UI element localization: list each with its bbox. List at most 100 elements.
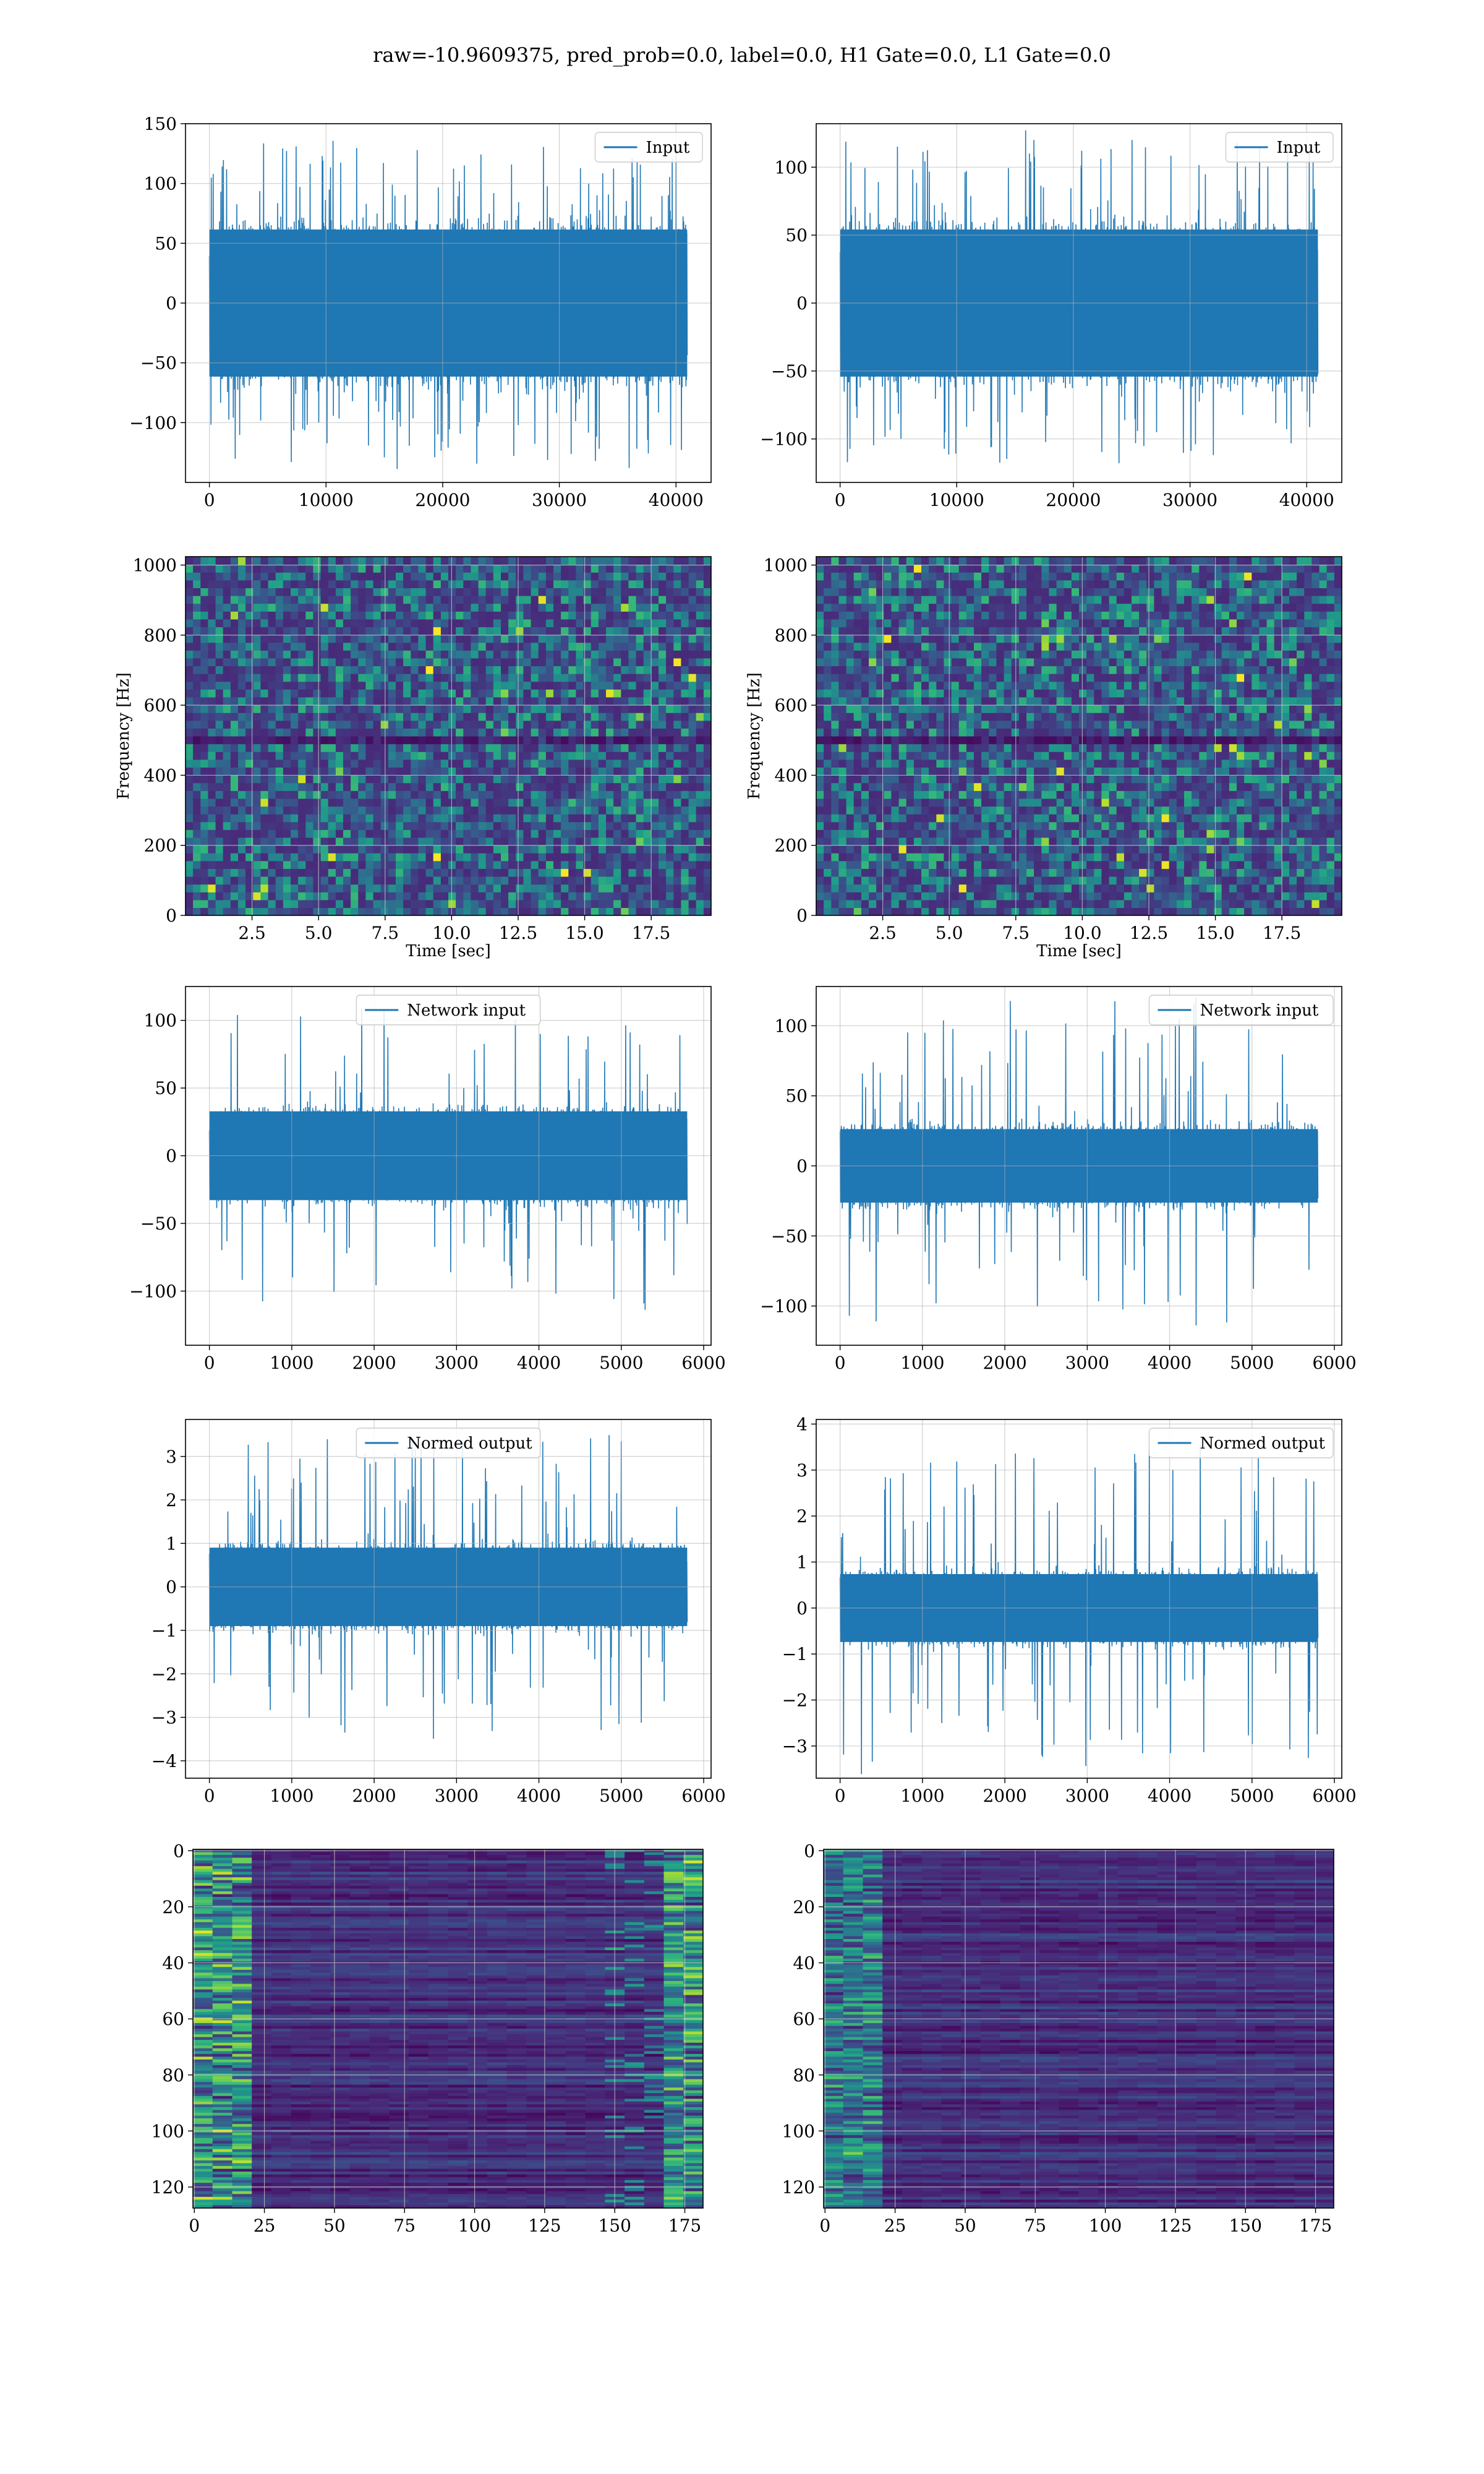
- heatmap-cell: [215, 557, 224, 565]
- heatmap-cell: [1041, 642, 1049, 651]
- heatmap-cell: [891, 782, 900, 791]
- heatmap-cell: [944, 720, 952, 729]
- heatmap-cell: [884, 860, 892, 869]
- x-axis: 2.5 5.0 7.5 10.0 12.5 15.0 17.5: [238, 915, 670, 943]
- heatmap-cell: [425, 627, 434, 635]
- heatmap-cell: [523, 713, 532, 721]
- heatmap-cell: [320, 713, 329, 721]
- heatmap-cell: [508, 603, 516, 612]
- heatmap-cell: [636, 588, 644, 596]
- heatmap-cell: [936, 657, 944, 667]
- heatmap-cell: [884, 564, 892, 573]
- heatmap-cell: [929, 557, 937, 565]
- heatmap-cell: [373, 821, 382, 830]
- heatmap-cell: [613, 603, 621, 612]
- heatmap-cell: [1026, 829, 1034, 838]
- heatmap-cell: [418, 860, 427, 869]
- heatmap-cell: [688, 853, 697, 862]
- heatmap-cell: [673, 618, 681, 628]
- heatmap-cell: [824, 743, 832, 752]
- heatmap-cell: [1071, 743, 1080, 752]
- heatmap-cell: [208, 751, 216, 760]
- heatmap-cell: [1079, 829, 1087, 838]
- heatmap-cell: [1026, 635, 1034, 643]
- heatmap-cell: [703, 814, 711, 823]
- heatmap-cell: [508, 642, 516, 651]
- heatmap-cell: [936, 588, 944, 596]
- heatmap-cell: [703, 767, 711, 776]
- heatmap-cell: [621, 564, 629, 573]
- heatmap-cell: [411, 713, 419, 721]
- heatmap-cell: [1064, 642, 1072, 651]
- heatmap-cell: [215, 837, 224, 846]
- heatmap-cell: [388, 627, 396, 635]
- heatmap-cell: [508, 596, 516, 604]
- heatmap-cell: [223, 689, 231, 698]
- heatmap-cell: [703, 751, 711, 760]
- heatmap-cell: [305, 759, 313, 768]
- heatmap-cell: [230, 635, 239, 643]
- heatmap-cell: [561, 557, 569, 565]
- heatmap-cell: [891, 657, 900, 667]
- heatmap-cell: [186, 876, 194, 885]
- heatmap-cell: [373, 588, 382, 596]
- heatmap-cell: [1011, 635, 1020, 643]
- heatmap-cell: [561, 704, 569, 713]
- heatmap-cell: [673, 681, 681, 690]
- heatmap-cell: [666, 728, 674, 737]
- heatmap-cell: [238, 611, 246, 620]
- heatmap-cell: [936, 845, 944, 854]
- heatmap-cell: [523, 689, 532, 698]
- heatmap-cell: [831, 603, 839, 612]
- heatmap-cell: [636, 728, 644, 737]
- heatmap-cell: [650, 767, 659, 776]
- heatmap-cell: [929, 704, 937, 713]
- heatmap-cell: [223, 657, 231, 667]
- heatmap-cell: [898, 603, 907, 612]
- heatmap-cell: [440, 611, 449, 620]
- heatmap-cell: [260, 611, 269, 620]
- heatmap-cell: [478, 618, 487, 628]
- heatmap-cell: [456, 635, 464, 643]
- heatmap-cell: [516, 557, 524, 565]
- heatmap-cell: [944, 759, 952, 768]
- heatmap-cell: [876, 892, 884, 901]
- heatmap-cell: [358, 907, 366, 915]
- heatmap-cell: [1026, 782, 1034, 791]
- heatmap-cell: [478, 806, 487, 815]
- heatmap-cell: [298, 720, 306, 729]
- heatmap-cell: [831, 572, 839, 581]
- heatmap-cell: [1041, 767, 1049, 776]
- heatmap-cell: [944, 627, 952, 635]
- heatmap-cell: [238, 775, 246, 784]
- heatmap-cell: [463, 657, 471, 667]
- heatmap-cell: [493, 853, 501, 862]
- heatmap-cell: [298, 627, 306, 635]
- heatmap-cell: [230, 829, 239, 838]
- heatmap-cell: [816, 580, 824, 588]
- heatmap-cell: [523, 572, 532, 581]
- heatmap-cell: [471, 588, 479, 596]
- heatmap-cell: [989, 681, 997, 690]
- heatmap-cell: [846, 775, 855, 784]
- heatmap-cell: [335, 596, 344, 604]
- heatmap-cell: [553, 666, 561, 674]
- heatmap-cell: [553, 720, 561, 729]
- heatmap-cell: [816, 650, 824, 659]
- heatmap-cell: [561, 790, 569, 799]
- heatmap-cell: [1064, 713, 1072, 721]
- heatmap-cell: [666, 635, 674, 643]
- heatmap-cell: [906, 596, 915, 604]
- heatmap-cell: [433, 557, 441, 565]
- heatmap-cell: [688, 588, 697, 596]
- heatmap-cell: [591, 782, 599, 791]
- heatmap-cell: [636, 806, 644, 815]
- heatmap-cell: [485, 892, 494, 901]
- heatmap-cell: [501, 611, 509, 620]
- heatmap-cell: [508, 790, 516, 799]
- heatmap-cell: [275, 564, 284, 573]
- heatmap-cell: [223, 713, 231, 721]
- heatmap-cell: [650, 564, 659, 573]
- heatmap-cell: [853, 790, 862, 799]
- heatmap-cell: [996, 751, 1005, 760]
